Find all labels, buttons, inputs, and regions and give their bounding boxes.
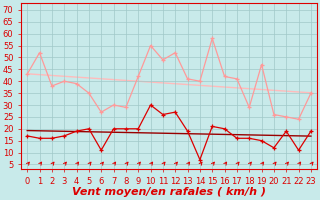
X-axis label: Vent moyen/en rafales ( km/h ): Vent moyen/en rafales ( km/h )	[72, 187, 266, 197]
